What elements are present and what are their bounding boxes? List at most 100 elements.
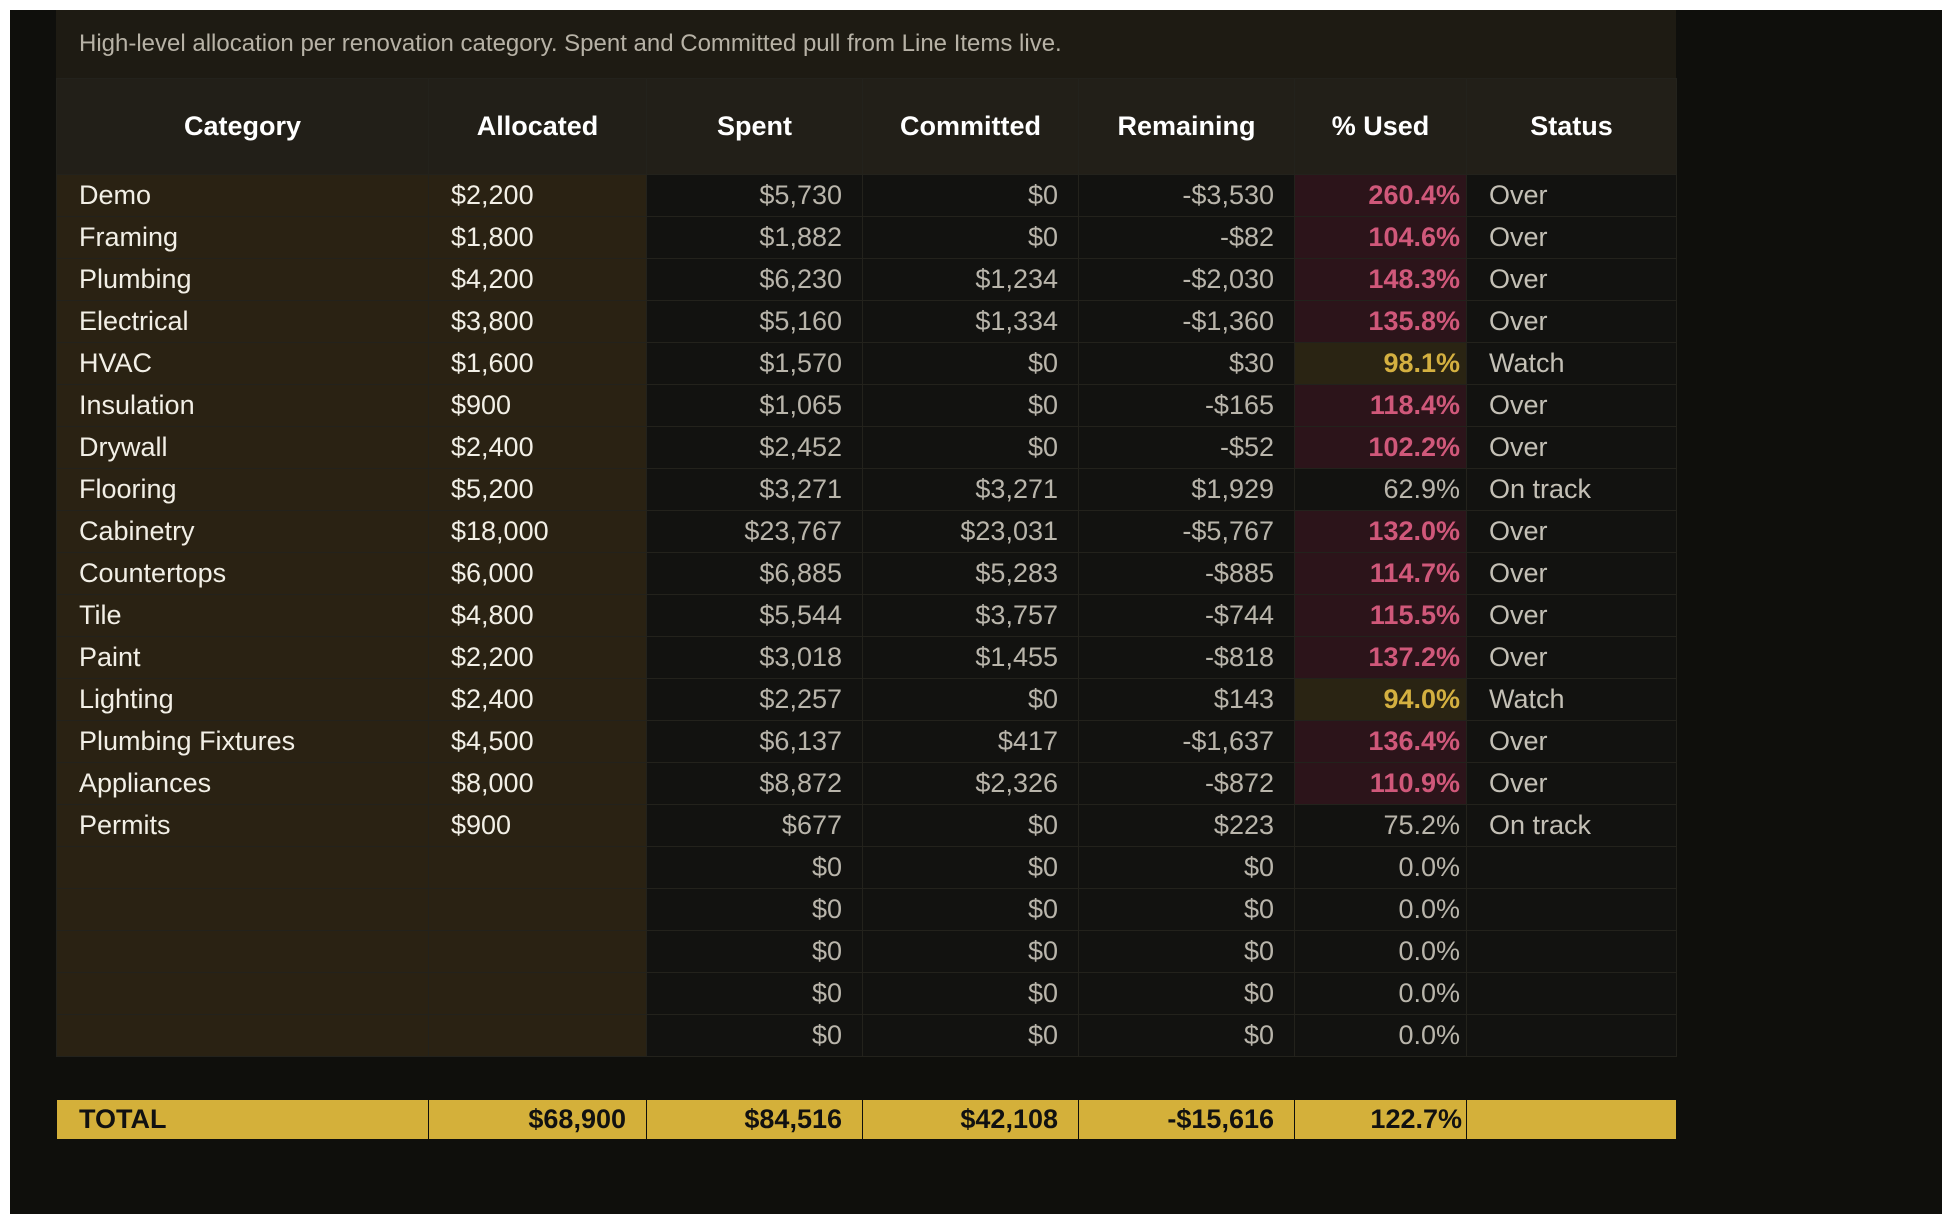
allocated-cell[interactable]: $2,400 <box>428 426 647 469</box>
remaining-cell[interactable]: $1,929 <box>1078 468 1295 511</box>
spent-cell[interactable]: $1,570 <box>646 342 863 385</box>
category-cell[interactable]: Paint <box>56 636 429 679</box>
remaining-cell[interactable]: -$1,360 <box>1078 300 1295 343</box>
committed-cell[interactable]: $1,455 <box>862 636 1079 679</box>
status-cell[interactable]: Over <box>1466 552 1677 595</box>
spent-cell[interactable]: $8,872 <box>646 762 863 805</box>
pct-used-cell[interactable]: 135.8% <box>1294 300 1467 343</box>
spent-cell[interactable]: $2,257 <box>646 678 863 721</box>
remaining-cell[interactable]: -$52 <box>1078 426 1295 469</box>
allocated-cell[interactable]: $5,200 <box>428 468 647 511</box>
category-cell[interactable]: Lighting <box>56 678 429 721</box>
committed-cell[interactable]: $1,234 <box>862 258 1079 301</box>
status-cell[interactable] <box>1466 888 1677 931</box>
header-pct-used[interactable]: % Used <box>1294 78 1467 175</box>
remaining-cell[interactable]: $0 <box>1078 846 1295 889</box>
category-cell[interactable]: Framing <box>56 216 429 259</box>
pct-used-cell[interactable]: 137.2% <box>1294 636 1467 679</box>
status-cell[interactable]: Over <box>1466 300 1677 343</box>
pct-used-cell[interactable]: 0.0% <box>1294 972 1467 1015</box>
remaining-cell[interactable]: $223 <box>1078 804 1295 847</box>
allocated-cell[interactable]: $3,800 <box>428 300 647 343</box>
header-remaining[interactable]: Remaining <box>1078 78 1295 175</box>
header-committed[interactable]: Committed <box>862 78 1079 175</box>
status-cell[interactable]: Over <box>1466 174 1677 217</box>
remaining-cell[interactable]: -$5,767 <box>1078 510 1295 553</box>
pct-used-cell[interactable]: 75.2% <box>1294 804 1467 847</box>
spent-cell[interactable]: $6,230 <box>646 258 863 301</box>
allocated-cell[interactable]: $4,200 <box>428 258 647 301</box>
allocated-cell[interactable]: $2,200 <box>428 636 647 679</box>
status-cell[interactable]: Over <box>1466 636 1677 679</box>
total-committed-cell[interactable]: $42,108 <box>862 1099 1079 1140</box>
category-cell[interactable]: Insulation <box>56 384 429 427</box>
header-spent[interactable]: Spent <box>646 78 863 175</box>
pct-used-cell[interactable]: 0.0% <box>1294 1014 1467 1057</box>
committed-cell[interactable]: $417 <box>862 720 1079 763</box>
spent-cell[interactable]: $0 <box>646 888 863 931</box>
committed-cell[interactable]: $23,031 <box>862 510 1079 553</box>
pct-used-cell[interactable]: 0.0% <box>1294 846 1467 889</box>
allocated-cell[interactable]: $1,800 <box>428 216 647 259</box>
category-cell[interactable]: Tile <box>56 594 429 637</box>
status-cell[interactable]: Over <box>1466 762 1677 805</box>
pct-used-cell[interactable]: 148.3% <box>1294 258 1467 301</box>
allocated-cell[interactable]: $6,000 <box>428 552 647 595</box>
allocated-cell[interactable] <box>428 930 647 973</box>
remaining-cell[interactable]: -$885 <box>1078 552 1295 595</box>
allocated-cell[interactable]: $2,200 <box>428 174 647 217</box>
remaining-cell[interactable]: $143 <box>1078 678 1295 721</box>
allocated-cell[interactable]: $8,000 <box>428 762 647 805</box>
category-cell[interactable]: Plumbing Fixtures <box>56 720 429 763</box>
status-cell[interactable]: On track <box>1466 804 1677 847</box>
committed-cell[interactable]: $0 <box>862 930 1079 973</box>
total-status-cell[interactable] <box>1466 1099 1677 1140</box>
committed-cell[interactable]: $0 <box>862 342 1079 385</box>
spent-cell[interactable]: $0 <box>646 1014 863 1057</box>
status-cell[interactable] <box>1466 972 1677 1015</box>
status-cell[interactable]: Over <box>1466 384 1677 427</box>
total-allocated-cell[interactable]: $68,900 <box>428 1099 647 1140</box>
spent-cell[interactable]: $1,065 <box>646 384 863 427</box>
committed-cell[interactable]: $0 <box>862 972 1079 1015</box>
total-pct-cell[interactable]: 122.7% <box>1294 1099 1467 1140</box>
spent-cell[interactable]: $677 <box>646 804 863 847</box>
status-cell[interactable]: Watch <box>1466 342 1677 385</box>
committed-cell[interactable]: $0 <box>862 678 1079 721</box>
status-cell[interactable]: On track <box>1466 468 1677 511</box>
allocated-cell[interactable]: $18,000 <box>428 510 647 553</box>
category-cell[interactable]: Cabinetry <box>56 510 429 553</box>
allocated-cell[interactable]: $1,600 <box>428 342 647 385</box>
spent-cell[interactable]: $6,885 <box>646 552 863 595</box>
pct-used-cell[interactable]: 260.4% <box>1294 174 1467 217</box>
remaining-cell[interactable]: $0 <box>1078 1014 1295 1057</box>
spent-cell[interactable]: $3,018 <box>646 636 863 679</box>
pct-used-cell[interactable]: 0.0% <box>1294 888 1467 931</box>
category-cell[interactable] <box>56 888 429 931</box>
allocated-cell[interactable] <box>428 846 647 889</box>
remaining-cell[interactable]: $30 <box>1078 342 1295 385</box>
committed-cell[interactable]: $0 <box>862 846 1079 889</box>
pct-used-cell[interactable]: 102.2% <box>1294 426 1467 469</box>
spent-cell[interactable]: $6,137 <box>646 720 863 763</box>
spent-cell[interactable]: $5,730 <box>646 174 863 217</box>
category-cell[interactable] <box>56 1014 429 1057</box>
category-cell[interactable]: Plumbing <box>56 258 429 301</box>
committed-cell[interactable]: $0 <box>862 384 1079 427</box>
spent-cell[interactable]: $2,452 <box>646 426 863 469</box>
pct-used-cell[interactable]: 118.4% <box>1294 384 1467 427</box>
allocated-cell[interactable]: $4,500 <box>428 720 647 763</box>
status-cell[interactable] <box>1466 930 1677 973</box>
category-cell[interactable]: HVAC <box>56 342 429 385</box>
category-cell[interactable] <box>56 930 429 973</box>
status-cell[interactable] <box>1466 846 1677 889</box>
status-cell[interactable]: Over <box>1466 216 1677 259</box>
committed-cell[interactable]: $0 <box>862 804 1079 847</box>
spent-cell[interactable]: $0 <box>646 972 863 1015</box>
category-cell[interactable] <box>56 972 429 1015</box>
header-allocated[interactable]: Allocated <box>428 78 647 175</box>
spent-cell[interactable]: $0 <box>646 846 863 889</box>
committed-cell[interactable]: $0 <box>862 1014 1079 1057</box>
category-cell[interactable]: Demo <box>56 174 429 217</box>
pct-used-cell[interactable]: 136.4% <box>1294 720 1467 763</box>
